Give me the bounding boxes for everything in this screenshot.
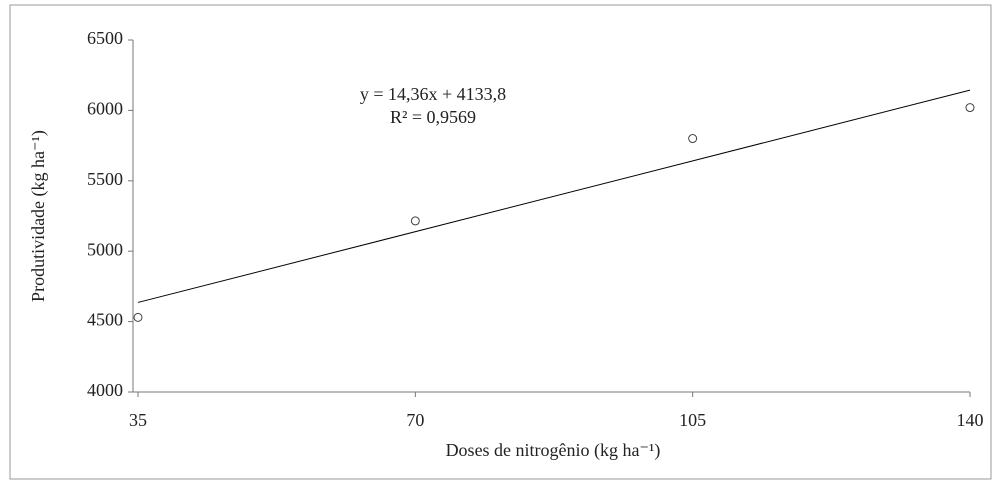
x-axis-label: Doses de nitrogênio (kg ha⁻¹) xyxy=(446,440,661,461)
y-tick-label: 5500 xyxy=(87,169,123,189)
x-tick-label: 70 xyxy=(406,410,424,430)
trendline xyxy=(137,89,971,303)
x-tick-label: 140 xyxy=(957,410,984,430)
data-point xyxy=(133,312,143,322)
data-point xyxy=(965,103,975,113)
r-squared: R² = 0,9569 xyxy=(390,107,476,127)
y-tick-label: 4500 xyxy=(87,310,123,330)
x-tick-label: 105 xyxy=(679,410,706,430)
x-tick-label: 35 xyxy=(129,410,147,430)
y-axis-label: Produtividade (kg ha⁻¹) xyxy=(28,130,49,302)
equation: y = 14,36x + 4133,8 xyxy=(360,84,506,104)
chart-border xyxy=(9,4,992,480)
data-point xyxy=(688,134,698,144)
y-tick-label: 5000 xyxy=(87,239,123,259)
data-point xyxy=(410,216,420,226)
y-tick-label: 6000 xyxy=(87,99,123,119)
y-tick-label: 6500 xyxy=(87,28,123,48)
y-tick-label: 4000 xyxy=(87,380,123,400)
